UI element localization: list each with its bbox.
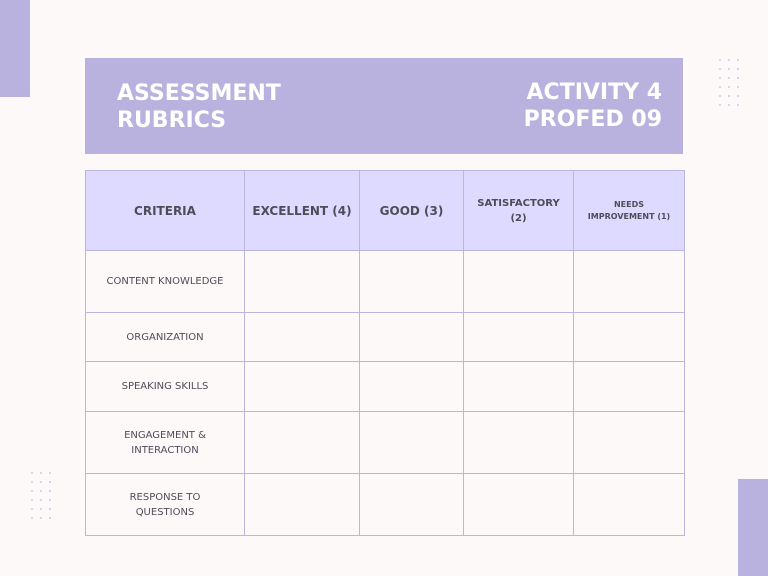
- score-cell: [359, 250, 464, 313]
- table-header-row: CRITERIA EXCELLENT (4) GOOD (3) SATISFAC…: [85, 170, 685, 251]
- score-cell: [359, 361, 464, 412]
- criterion-engagement-interaction: ENGAGEMENT & INTERACTION: [85, 411, 245, 474]
- page-title: ASSESSMENT RUBRICS: [117, 81, 281, 133]
- criterion-organization: ORGANIZATION: [85, 312, 245, 362]
- score-cell: [359, 411, 464, 474]
- score-cell: [573, 250, 685, 313]
- table-row: ORGANIZATION: [85, 312, 685, 362]
- score-cell: [244, 473, 360, 536]
- activity-label: ACTIVITY 4 PROFED 09: [523, 80, 662, 132]
- score-cell: [573, 473, 685, 536]
- column-header-excellent: EXCELLENT (4): [244, 170, 360, 251]
- score-cell: [244, 411, 360, 474]
- dot-grid-decoration-top-right: [719, 59, 739, 106]
- column-header-good: GOOD (3): [359, 170, 464, 251]
- score-cell: [244, 250, 360, 313]
- criterion-speaking-skills: SPEAKING SKILLS: [85, 361, 245, 412]
- score-cell: [463, 250, 574, 313]
- score-cell: [573, 312, 685, 362]
- header-banner: ASSESSMENT RUBRICS ACTIVITY 4 PROFED 09: [85, 58, 683, 154]
- column-header-criteria: CRITERIA: [85, 170, 245, 251]
- score-cell: [463, 312, 574, 362]
- score-cell: [463, 473, 574, 536]
- table-row: ENGAGEMENT & INTERACTION: [85, 411, 685, 474]
- score-cell: [573, 411, 685, 474]
- score-cell: [573, 361, 685, 412]
- table-row: CONTENT KNOWLEDGE: [85, 250, 685, 313]
- table-row: SPEAKING SKILLS: [85, 361, 685, 412]
- score-cell: [463, 411, 574, 474]
- score-cell: [463, 361, 574, 412]
- criterion-response-to-questions: RESPONSE TO QUESTIONS: [85, 473, 245, 536]
- score-cell: [244, 312, 360, 362]
- decorative-bar-top-left: [0, 0, 30, 97]
- column-header-needs-improvement: NEEDS IMPROVEMENT (1): [573, 170, 685, 251]
- score-cell: [359, 312, 464, 362]
- score-cell: [359, 473, 464, 536]
- column-header-satisfactory: SATISFACTORY (2): [463, 170, 574, 251]
- rubric-table: CRITERIA EXCELLENT (4) GOOD (3) SATISFAC…: [85, 170, 685, 536]
- criterion-content-knowledge: CONTENT KNOWLEDGE: [85, 250, 245, 313]
- score-cell: [244, 361, 360, 412]
- decorative-bar-bottom-right: [738, 479, 768, 576]
- dot-grid-decoration-bottom-left: [31, 472, 51, 519]
- table-row: RESPONSE TO QUESTIONS: [85, 473, 685, 536]
